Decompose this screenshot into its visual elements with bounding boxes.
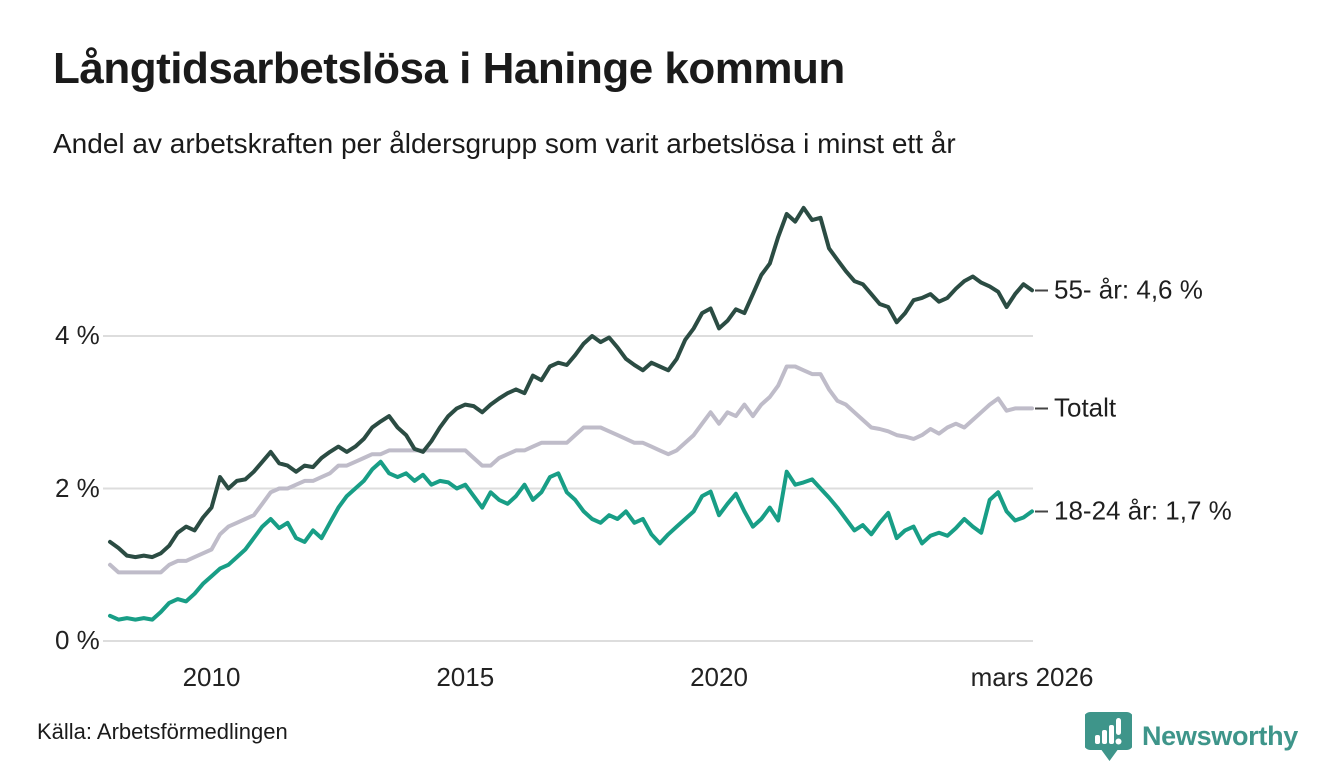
series-label-18-24: 18-24 år: 1,7 % xyxy=(1035,496,1232,527)
label-tick-icon xyxy=(1035,510,1048,513)
y-axis-tick-0: 0 % xyxy=(55,624,100,655)
series-label-text: 55- år: 4,6 % xyxy=(1054,274,1203,305)
label-tick-icon xyxy=(1035,407,1048,410)
y-axis-tick-2: 2 % xyxy=(55,472,100,503)
x-axis-tick-2015: 2015 xyxy=(436,662,495,692)
line-Totalt xyxy=(108,364,1034,575)
label-tick-icon xyxy=(1035,289,1048,292)
series-label-text: 18-24 år: 1,7 % xyxy=(1054,495,1232,526)
bar-chart-speech-bubble-icon xyxy=(1084,712,1132,761)
brand-name: Newsworthy xyxy=(1141,720,1298,751)
chart-subtitle: Andel av arbetskraften per åldersgrupp s… xyxy=(53,128,956,159)
x-axis-tick-2010: 2010 xyxy=(182,662,241,692)
series-label-totalt: Totalt xyxy=(1035,393,1116,424)
source-attribution: Källa: Arbetsförmedlingen xyxy=(37,719,288,744)
x-axis-tick-mars-2026: mars 2026 xyxy=(970,662,1094,692)
page-title: Långtidsarbetslösa i Haninge kommun xyxy=(53,44,845,93)
x-axis-tick-2020: 2020 xyxy=(690,662,748,692)
newsworthy-logo: Newsworthy xyxy=(1084,708,1298,764)
series-label-text: Totalt xyxy=(1054,392,1117,423)
line-55--år xyxy=(108,205,1034,560)
line-18-24-år xyxy=(108,459,1034,622)
series-label-55-plus: 55- år: 4,6 % xyxy=(1035,275,1203,306)
y-axis-tick-4: 4 % xyxy=(55,319,100,350)
